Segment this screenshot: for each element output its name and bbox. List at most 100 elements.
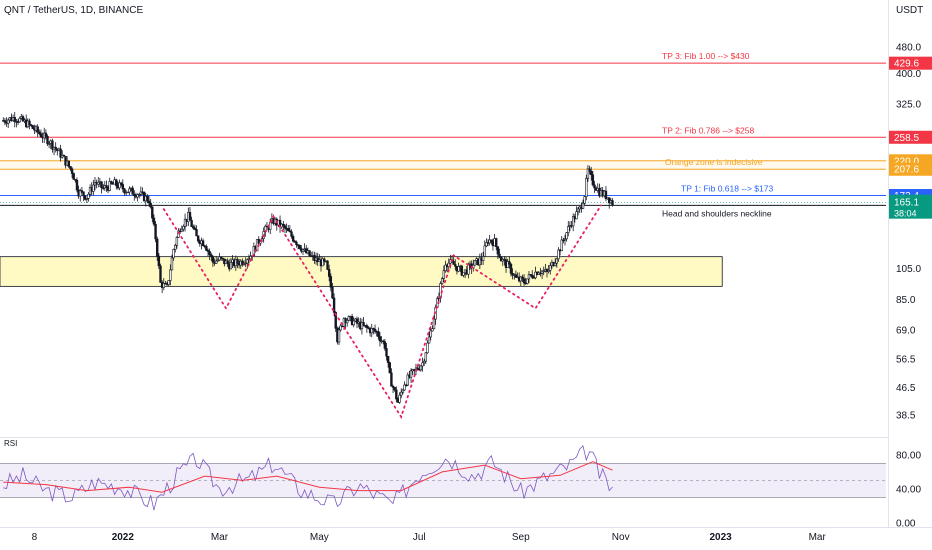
orange-zone-fill xyxy=(0,160,886,170)
price-tick-label: 38.5 xyxy=(896,411,916,422)
price-tick-label: 480.0 xyxy=(896,43,921,54)
candle-body xyxy=(454,264,457,267)
candle-body xyxy=(506,261,509,268)
candle-body xyxy=(183,218,187,227)
candle-body xyxy=(131,187,134,195)
candle-body xyxy=(385,348,388,357)
candle-body xyxy=(490,239,493,243)
time-tick-label: Mar xyxy=(211,532,229,543)
candle-body xyxy=(241,260,244,265)
candle-body xyxy=(542,270,545,273)
candle-body xyxy=(119,182,123,185)
time-tick-label: Jul xyxy=(413,532,426,543)
candle-body xyxy=(151,206,154,219)
candle-body xyxy=(362,322,365,326)
candles-group xyxy=(2,112,614,404)
time-tick-label: 8 xyxy=(32,532,38,543)
candle-body xyxy=(115,179,118,186)
candle-body xyxy=(249,256,252,260)
candle-body xyxy=(391,385,395,388)
rsi-pane[interactable] xyxy=(0,445,886,511)
currency-label: USDT xyxy=(896,5,923,16)
price-tick-label: 56.5 xyxy=(896,355,916,366)
candle-body xyxy=(193,227,197,230)
head-and-shoulders-pattern[interactable] xyxy=(162,204,602,419)
candle-body xyxy=(180,228,183,232)
candle-body xyxy=(59,148,62,158)
candle-body xyxy=(429,330,432,338)
candle-body xyxy=(31,125,34,129)
candle-body xyxy=(514,274,518,278)
time-tick-label: 2022 xyxy=(112,532,135,543)
candle-body xyxy=(424,352,428,362)
candle-body xyxy=(531,274,534,278)
level-label: TP 1: Fib 0.618 --> $173 xyxy=(681,184,773,194)
time-tick-label: Sep xyxy=(512,532,530,543)
candle-body xyxy=(365,325,369,329)
candle-body xyxy=(126,191,129,194)
price-pane[interactable]: TP 3: Fib 1.00 --> $430 TP 2: Fib 0.786 -… xyxy=(0,51,888,438)
level-label: TP 2: Fib 0.786 --> $258 xyxy=(662,125,754,135)
candle-body xyxy=(563,238,567,241)
candle-body xyxy=(521,276,524,280)
candle-body xyxy=(47,143,51,145)
candle-body xyxy=(82,191,85,197)
candle-body xyxy=(395,389,398,400)
candle-body xyxy=(226,260,229,265)
candle-body xyxy=(462,272,465,276)
candle-body xyxy=(80,190,84,193)
candle-body xyxy=(28,120,31,125)
candle-body xyxy=(567,226,570,233)
price-tick-label: 105.0 xyxy=(896,264,921,275)
time-tick-label: 2023 xyxy=(709,532,732,543)
candle-body xyxy=(549,265,552,271)
candle-body xyxy=(352,320,355,326)
candle-body xyxy=(390,372,393,387)
price-badge xyxy=(889,56,932,70)
candle-body xyxy=(201,240,205,247)
candle-body xyxy=(522,278,526,284)
candle-body xyxy=(208,251,211,256)
candle-body xyxy=(427,336,431,344)
candle-body xyxy=(583,196,586,204)
candle-body xyxy=(38,131,41,135)
candle-body xyxy=(350,315,354,326)
indecision-zone-box[interactable] xyxy=(0,256,723,287)
candle-body xyxy=(553,262,557,267)
candle-body xyxy=(478,257,482,266)
candle-body xyxy=(495,238,498,247)
level-label: Orange zone is indecisive xyxy=(665,157,763,167)
candle-body xyxy=(291,236,295,242)
candle-body xyxy=(345,320,349,324)
rsi-tick-label: 80.00 xyxy=(896,450,921,461)
candle-body xyxy=(87,194,90,199)
candle-body xyxy=(64,155,67,166)
price-badge-label: 207.6 xyxy=(894,165,919,176)
candle-body xyxy=(211,256,215,263)
candle-body xyxy=(457,266,460,272)
candle-body xyxy=(378,336,382,342)
candle-body xyxy=(167,280,170,285)
candle-body xyxy=(337,329,341,343)
candle-body xyxy=(72,173,75,180)
candle-body xyxy=(74,179,77,181)
candle-body xyxy=(586,168,590,179)
candle-body xyxy=(498,253,501,258)
candle-body xyxy=(219,256,223,259)
price-badge-label: 258.5 xyxy=(894,133,919,144)
candle-body xyxy=(401,389,405,393)
candle-body xyxy=(460,265,464,276)
price-tick-label: 325.0 xyxy=(896,99,921,110)
price-tick-label: 400.0 xyxy=(896,69,921,80)
candle-body xyxy=(128,188,131,193)
candle-body xyxy=(452,261,455,265)
candle-body xyxy=(21,116,25,122)
candle-body xyxy=(386,355,390,363)
candle-body xyxy=(321,258,324,267)
candle-body xyxy=(18,118,21,123)
candle-body xyxy=(540,270,544,274)
last-price-label: 165.1 xyxy=(894,198,919,209)
candle-body xyxy=(247,258,251,261)
candle-body xyxy=(400,391,403,396)
